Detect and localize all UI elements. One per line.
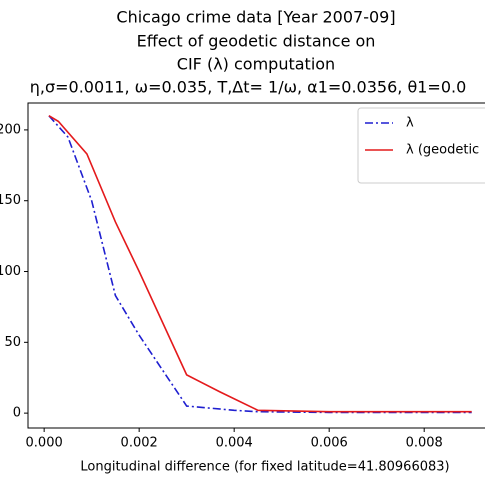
chart-title: η,σ=0.0011, ω=0.035, T,Δt= 1/ω, α1=0.035… <box>30 78 467 97</box>
y-tick-label: 50 <box>4 335 21 350</box>
chart-title: Chicago crime data [Year 2007-09] <box>116 8 395 27</box>
y-tick-label: 100 <box>0 264 21 279</box>
x-tick-label: 0.002 <box>121 436 158 451</box>
y-tick-label: 200 <box>0 122 21 137</box>
x-axis-label: Longitudinal difference (for fixed latit… <box>80 460 449 475</box>
y-tick-label: 150 <box>0 193 21 208</box>
series-line <box>48 115 472 414</box>
legend-label: λ <box>406 116 414 131</box>
x-tick-label: 0.006 <box>311 436 348 451</box>
y-tick-label: 0 <box>13 406 21 421</box>
plot-frame <box>27 102 485 429</box>
chart-title: CIF (λ) computation <box>177 55 335 74</box>
x-tick-label: 0.000 <box>26 436 63 451</box>
x-tick-label: 0.008 <box>406 436 443 451</box>
chart-title: Effect of geodetic distance on <box>137 32 376 51</box>
legend-box <box>357 107 485 184</box>
x-tick-label: 0.004 <box>216 436 253 451</box>
series-line <box>48 115 472 413</box>
legend-label: λ (geodetic <box>406 143 479 158</box>
